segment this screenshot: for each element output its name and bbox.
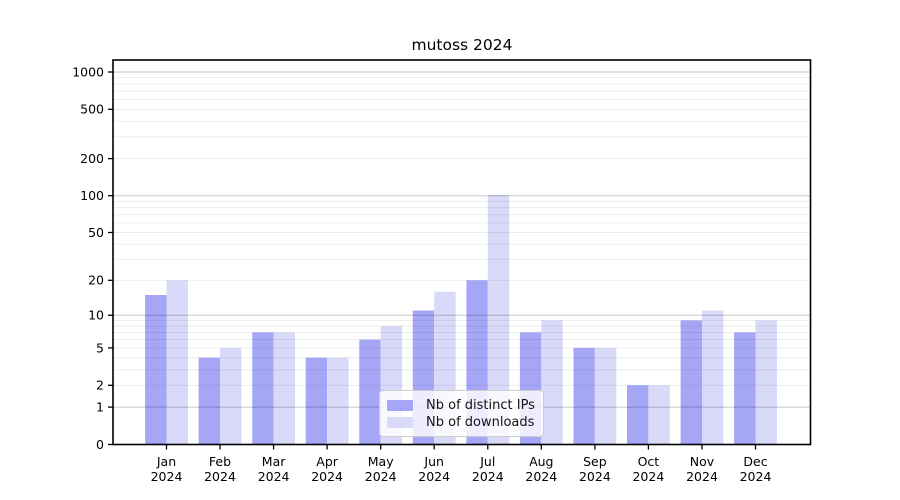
x-tick-label: Apr 2024 xyxy=(311,454,343,484)
x-axis: Jan 2024 Feb 2024 Mar 2024 Apr 2024 May 2024 Jun 20… xyxy=(151,444,772,484)
y-tick-label: 5 xyxy=(96,340,104,355)
y-tick-label: 500 xyxy=(80,102,104,117)
bar-dec-ips xyxy=(734,332,756,445)
bar-sep-ips xyxy=(573,347,595,445)
y-tick-label: 1000 xyxy=(72,64,104,79)
bar-aug-downloads xyxy=(541,320,563,445)
x-tick-label: Aug 2024 xyxy=(525,454,557,484)
x-tick-label: Jun 2024 xyxy=(418,454,450,484)
x-tick-label: Feb 2024 xyxy=(204,454,236,484)
bar-nov-downloads xyxy=(702,310,724,445)
y-axis: 0 1 2 5 10 20 50 100 200 500 1000 xyxy=(72,64,113,452)
bar-dec-downloads xyxy=(755,320,777,445)
bar-jul-downloads xyxy=(487,195,510,445)
y-tick-label: 1 xyxy=(96,400,104,415)
x-tick-label: Nov 2024 xyxy=(686,454,718,484)
bar-mar-ips xyxy=(252,332,274,445)
y-tick-label: 0 xyxy=(96,437,104,452)
bar-jan-ips xyxy=(145,295,167,445)
legend-swatch-distinct-ips xyxy=(387,399,413,411)
bars-downloads xyxy=(166,195,777,445)
minor-gridlines xyxy=(113,77,811,386)
chart-title: mutoss 2024 xyxy=(411,36,513,54)
bar-nov-ips xyxy=(680,320,702,445)
chart-legend: Nb of distinct IPs Nb of downloads xyxy=(379,390,544,437)
x-tick-label: Dec 2024 xyxy=(740,454,772,484)
y-tick-label: 20 xyxy=(88,273,104,288)
bar-sep-downloads xyxy=(594,347,617,445)
x-tick-label: May 2024 xyxy=(365,454,397,484)
bar-jan-downloads xyxy=(166,280,188,445)
y-tick-label: 100 xyxy=(80,188,104,203)
y-tick-label: 50 xyxy=(88,225,104,240)
x-tick-label: Oct 2024 xyxy=(632,454,664,484)
y-tick-label: 10 xyxy=(88,308,104,323)
y-tick-label: 200 xyxy=(80,151,104,166)
legend-label-downloads: Nb of downloads xyxy=(426,414,535,430)
bar-oct-ips xyxy=(627,385,649,445)
x-tick-label: Jul 2024 xyxy=(472,454,504,484)
bar-oct-downloads xyxy=(648,385,670,445)
y-tick-label: 2 xyxy=(96,378,104,393)
bar-feb-downloads xyxy=(220,347,242,445)
legend-item-downloads: Nb of downloads xyxy=(387,416,535,429)
bars-distinct-ips xyxy=(145,280,756,445)
bar-apr-ips xyxy=(305,357,328,445)
x-tick-label: Sep 2024 xyxy=(579,454,611,484)
bar-may-ips xyxy=(359,339,381,445)
major-gridlines xyxy=(113,71,811,408)
bar-apr-downloads xyxy=(327,357,349,445)
plot-border xyxy=(112,59,812,446)
legend-swatch-downloads xyxy=(387,416,413,428)
legend-label-distinct-ips: Nb of distinct IPs xyxy=(426,397,535,413)
bar-feb-ips xyxy=(198,357,220,445)
x-tick-label: Jan 2024 xyxy=(151,454,183,484)
legend-item-distinct-ips: Nb of distinct IPs xyxy=(387,399,535,412)
x-tick-label: Mar 2024 xyxy=(258,454,290,484)
bar-mar-downloads xyxy=(273,332,295,445)
